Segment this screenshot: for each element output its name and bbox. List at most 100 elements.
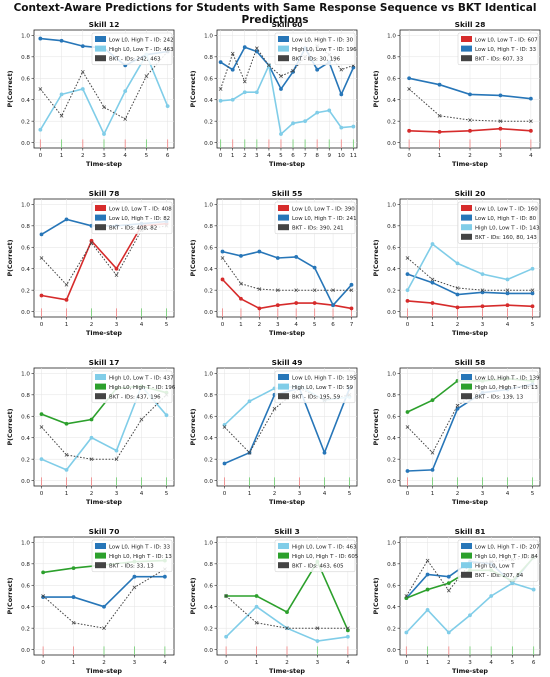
data-point (468, 613, 472, 618)
y-tick-label: 0.0 (387, 310, 396, 316)
y-tick-label: 0.2 (387, 457, 396, 463)
page-title: Context-Aware Predictions for Students w… (13, 2, 537, 26)
y-axis-label: P(Correct) (189, 408, 197, 445)
y-tick-label: 0.6 (21, 76, 30, 82)
y-tick-label: 0.0 (21, 310, 30, 316)
x-tick-label: 4 (506, 491, 510, 497)
data-point (220, 249, 225, 254)
legend-swatch (461, 374, 472, 380)
y-tick-label: 1.0 (204, 541, 213, 547)
series-line (221, 278, 352, 310)
data-point (425, 587, 430, 592)
data-point (267, 63, 271, 68)
subplot-1: 0.0 0.2 0.4 0.6 0.8 1.0 0 1 2 3 4 5 6 Skill 12 Time-st… (6, 20, 175, 168)
y-tick-label: 0.8 (21, 562, 30, 568)
data-point (222, 461, 227, 466)
x-tick-label: 1 (431, 322, 435, 328)
y-tick-label: 1.0 (387, 203, 396, 209)
x-tick-label: 0 (39, 153, 43, 159)
legend-swatch (461, 214, 472, 221)
subplot-11: 0.0 0.2 0.4 0.6 0.8 1.0 0 1 2 3 4 Skill 3 Time-step P… (189, 527, 358, 675)
y-tick-label: 0.6 (204, 414, 213, 420)
x-tick-label: 0 (224, 660, 228, 666)
data-point (239, 281, 243, 286)
data-point (123, 117, 128, 121)
y-tick-label: 0.6 (204, 76, 213, 82)
legend-swatch (461, 45, 472, 52)
data-point (242, 45, 247, 50)
y-tick-label: 0.6 (387, 76, 396, 82)
data-point (322, 450, 327, 455)
y-tick-label: 0.6 (21, 583, 30, 589)
y-tick-label: 1.0 (204, 34, 213, 40)
series-line (407, 257, 533, 291)
y-tick-label: 0.4 (387, 436, 396, 442)
x-tick-label: 1 (248, 491, 252, 497)
data-point (80, 69, 85, 74)
data-point (254, 620, 259, 625)
data-point (339, 67, 344, 72)
legend-swatch (461, 393, 472, 400)
data-point (64, 468, 69, 472)
data-point (303, 119, 308, 124)
y-tick-label: 0.8 (387, 393, 396, 399)
data-point (430, 301, 435, 305)
data-point (407, 87, 411, 91)
x-tick-label: 6 (166, 153, 170, 159)
legend-entry: Low L0, Low T - ID: 390 (292, 206, 355, 212)
y-tick-label: 0.8 (387, 562, 396, 568)
x-tick-label: 2 (273, 491, 277, 497)
data-point (38, 36, 43, 41)
x-tick-label: 5 (531, 491, 535, 497)
x-tick-label: 11 (350, 153, 358, 159)
y-tick-label: 0.2 (387, 288, 396, 294)
data-point (468, 118, 472, 122)
data-point (222, 422, 227, 427)
y-tick-label: 0.0 (387, 648, 396, 654)
y-axis-label: P(Correct) (372, 408, 380, 445)
data-point (480, 272, 485, 276)
data-point (437, 130, 442, 134)
legend-entry: BKT - IDs: 242, 463 (109, 57, 161, 63)
legend-swatch (278, 224, 289, 231)
x-tick-label: 2 (258, 322, 262, 328)
y-axis-label: P(Correct) (6, 70, 14, 107)
legend-swatch (278, 214, 289, 221)
legend-swatch (278, 543, 289, 549)
data-point (315, 639, 320, 643)
data-point (437, 113, 442, 118)
legend-entry: BKT - IDs: 139, 13 (475, 395, 523, 401)
legend: Low L0, High T - ID: 30 High L0, Low T - … (274, 32, 357, 66)
legend-swatch (278, 45, 289, 52)
y-tick-label: 0.6 (21, 245, 30, 251)
x-tick-label: 4 (529, 153, 533, 159)
data-point (71, 566, 76, 571)
legend-swatch (95, 552, 106, 559)
legend-box (91, 539, 173, 573)
data-point (407, 76, 412, 81)
x-tick-label: 5 (145, 153, 149, 159)
data-point (230, 67, 235, 72)
y-tick-label: 0.6 (204, 583, 213, 589)
data-point (257, 306, 262, 311)
data-point (455, 261, 460, 266)
x-tick-label: 4 (294, 322, 298, 328)
legend-entry: BKT - IDs: 207, 84 (475, 573, 524, 579)
legend-entry: Low L0, Low T - ID: 607 (475, 37, 538, 43)
legend-entry: High L0, High T - ID: 13 (109, 554, 172, 560)
subplot-3: 0.0 0.2 0.4 0.6 0.8 1.0 0 1 2 3 4 Skill 28 Time-step… (372, 20, 541, 168)
data-point (64, 297, 69, 302)
y-tick-label: 0.4 (21, 605, 30, 611)
y-tick-label: 0.4 (21, 436, 30, 442)
data-point (430, 277, 435, 282)
data-point (349, 282, 354, 287)
legend: High L0, Low T - ID: 463 High L0, High T … (274, 539, 358, 573)
data-point (404, 596, 409, 601)
data-point (102, 604, 106, 609)
x-tick-label: 2 (285, 660, 289, 666)
x-tick-label: 1 (426, 660, 430, 666)
data-point (114, 457, 119, 462)
data-point (455, 403, 460, 408)
data-point (224, 594, 228, 598)
y-tick-label: 0.0 (204, 310, 213, 316)
